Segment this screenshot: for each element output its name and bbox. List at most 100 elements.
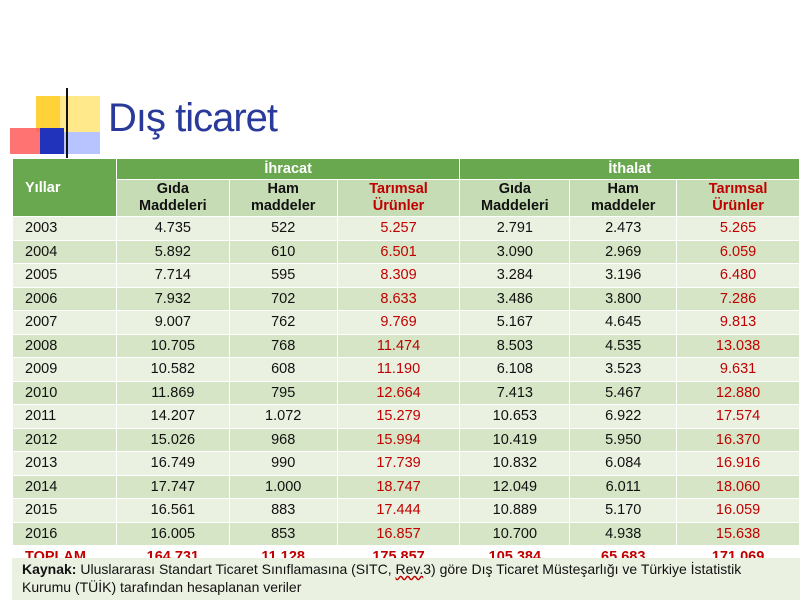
table-row: 2003 4.735 522 5.257 2.791 2.473 5.265	[12, 216, 800, 241]
table-cell: 17.747	[115, 474, 230, 499]
table-cell: 6.922	[569, 404, 678, 429]
table-cell: 2.969	[569, 239, 678, 264]
source-label: Kaynak:	[22, 561, 77, 577]
table-cell: 3.284	[459, 263, 571, 288]
table-cell: 5.257	[336, 216, 461, 241]
row-label: 2014	[12, 474, 117, 499]
table-cell: 3.090	[459, 239, 571, 264]
table-cell: 6.011	[569, 474, 678, 499]
subheader-line1: Tarımsal	[369, 181, 428, 197]
table-cell: 12.049	[459, 474, 571, 499]
import-header: İthalat	[459, 158, 800, 180]
subheader-line2: Maddeleri	[481, 198, 549, 214]
table-cell: 11.474	[336, 333, 461, 358]
row-label: 2012	[12, 427, 117, 452]
table-cell: 16.059	[676, 498, 800, 523]
subheader-line1: Ham	[267, 181, 299, 197]
table-cell: 595	[228, 263, 338, 288]
table-cell: 3.486	[459, 286, 571, 311]
table-cell: 2.473	[569, 216, 678, 241]
table-cell: 10.889	[459, 498, 571, 523]
table-cell: 12.880	[676, 380, 800, 405]
table-cell: 18.747	[336, 474, 461, 499]
table-cell: 17.444	[336, 498, 461, 523]
table-cell: 10.653	[459, 404, 571, 429]
table-cell: 7.714	[115, 263, 230, 288]
table-row: 2006 7.932 702 8.633 3.486 3.800 7.286	[12, 286, 800, 311]
table-cell: 18.060	[676, 474, 800, 499]
subheader-2: Tarımsal Ürünler	[336, 179, 461, 217]
table-cell: 8.309	[336, 263, 461, 288]
table-cell: 15.994	[336, 427, 461, 452]
table-cell: 15.279	[336, 404, 461, 429]
table-cell: 6.501	[336, 239, 461, 264]
row-label: 2015	[12, 498, 117, 523]
table-cell: 6.108	[459, 357, 571, 382]
table-cell: 610	[228, 239, 338, 264]
table-row: 2011 14.207 1.072 15.279 10.653 6.922 17.574	[12, 404, 800, 429]
table-cell: 4.535	[569, 333, 678, 358]
table-body: 2003 4.735 522 5.257 2.791 2.473 5.265 2004 5.89…	[12, 216, 800, 570]
row-label: 2013	[12, 451, 117, 476]
table-cell: 10.832	[459, 451, 571, 476]
table-cell: 15.638	[676, 521, 800, 546]
table-cell: 2.791	[459, 216, 571, 241]
table-cell: 5.265	[676, 216, 800, 241]
table-cell: 3.196	[569, 263, 678, 288]
table-cell: 5.892	[115, 239, 230, 264]
table-cell: 762	[228, 310, 338, 335]
table-cell: 6.084	[569, 451, 678, 476]
row-label: 2004	[12, 239, 117, 264]
source-text-b: 3) göre Dış Ticaret Müsteşarlığı ve Türk…	[22, 561, 742, 595]
subheader-line1: Tarımsal	[708, 181, 768, 197]
table-cell: 4.938	[569, 521, 678, 546]
table-cell: 9.631	[676, 357, 800, 382]
subheader-line1: Gıda	[498, 181, 531, 197]
source-rev: Rev.	[395, 561, 424, 577]
table-cell: 1.072	[228, 404, 338, 429]
subheader-line2: maddeler	[590, 198, 656, 214]
table-cell: 16.370	[676, 427, 800, 452]
table-cell: 608	[228, 357, 338, 382]
subheader-1: Ham maddeler	[228, 179, 338, 217]
row-label: 2005	[12, 263, 117, 288]
subheader-row: Gıda Maddeleri Ham maddeler Tarımsal Ürünler G…	[13, 179, 800, 217]
subheader-line1: Gıda	[156, 181, 189, 197]
subheader-4: Ham maddeler	[569, 179, 678, 217]
table-cell: 16.749	[115, 451, 230, 476]
table-cell: 16.857	[336, 521, 461, 546]
table-cell: 768	[228, 333, 338, 358]
table-cell: 9.769	[336, 310, 461, 335]
years-header: Yıllar	[12, 158, 117, 217]
source-text-a: Uluslararası Standart Ticaret Sınıflamas…	[76, 561, 396, 577]
table-cell: 17.574	[676, 404, 800, 429]
table-cell: 968	[228, 427, 338, 452]
table-row: 2010 11.869 795 12.664 7.413 5.467 12.880	[12, 380, 800, 405]
table-cell: 795	[228, 380, 338, 405]
subheader-line2: Ürünler	[372, 198, 425, 214]
table-cell: 6.480	[676, 263, 800, 288]
row-label: 2011	[12, 404, 117, 429]
subheader-line2: Maddeleri	[138, 198, 207, 214]
row-label: 2010	[12, 380, 117, 405]
table-cell: 5.170	[569, 498, 678, 523]
table-cell: 9.813	[676, 310, 800, 335]
table-row: 2005 7.714 595 8.309 3.284 3.196 6.480	[12, 263, 800, 288]
table-cell: 7.932	[115, 286, 230, 311]
table-cell: 6.059	[676, 239, 800, 264]
table-cell: 1.000	[228, 474, 338, 499]
slide-title: Dış ticaret	[108, 96, 278, 140]
table-row: 2004 5.892 610 6.501 3.090 2.969 6.059	[12, 239, 800, 264]
table-cell: 3.800	[569, 286, 678, 311]
table-cell: 990	[228, 451, 338, 476]
table-cell: 4.645	[569, 310, 678, 335]
table-cell: 11.190	[336, 357, 461, 382]
source-note: Kaynak: Uluslararası Standart Ticaret Sı…	[12, 558, 800, 600]
row-label: 2016	[12, 521, 117, 546]
subheader-0: Gıda Maddeleri	[115, 179, 230, 217]
table-cell: 8.503	[459, 333, 571, 358]
table-cell: 4.735	[115, 216, 230, 241]
table-cell: 16.916	[676, 451, 800, 476]
row-label: 2009	[12, 357, 117, 382]
table-cell: 5.467	[569, 380, 678, 405]
